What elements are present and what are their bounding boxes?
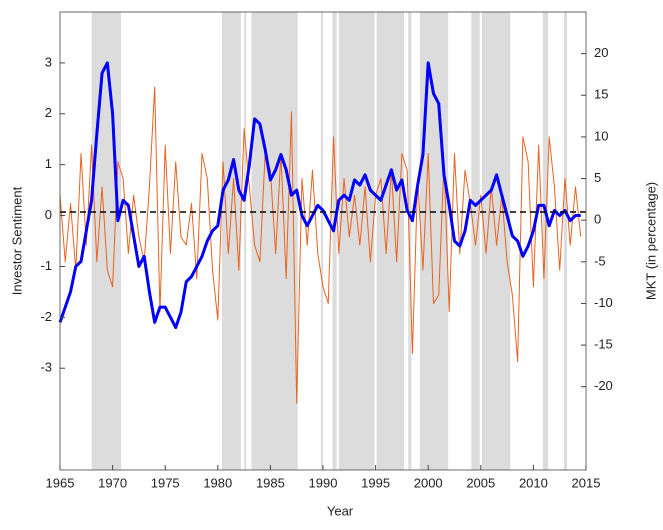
x-tick-label: 1990	[309, 475, 338, 490]
series-line	[59, 86, 582, 404]
shaded-period	[244, 12, 247, 470]
x-tick-label: 2000	[414, 475, 443, 490]
y2-tick-label: 5	[594, 170, 601, 185]
y2-tick-label: 0	[594, 212, 601, 227]
x-tick-label: 2015	[572, 475, 601, 490]
x-axis-label: Year	[327, 503, 354, 518]
shaded-period	[563, 12, 568, 470]
y2-tick-label: -15	[594, 337, 613, 352]
x-tick-label: 2010	[519, 475, 548, 490]
x-tick-label: 1980	[203, 475, 232, 490]
shaded-period	[91, 12, 122, 470]
x-tick-label: 2005	[466, 475, 495, 490]
x-tick-label: 1995	[361, 475, 390, 490]
shaded-period	[320, 12, 323, 470]
y-axis-label: Investor Sentiment	[9, 186, 24, 295]
y2-tick-label: -5	[594, 253, 606, 268]
y-tick-label: -1	[40, 258, 52, 273]
series-line	[58, 61, 581, 330]
y2-tick-label: -10	[594, 295, 613, 310]
y2-tick-label: 10	[594, 128, 608, 143]
y-tick-label: 2	[45, 105, 52, 120]
y-tick-label: -2	[40, 309, 52, 324]
shaded-period	[376, 12, 405, 470]
x-tick-label: 1965	[46, 475, 75, 490]
x-tick-label: 1970	[98, 475, 127, 490]
y2-tick-label: 20	[594, 45, 608, 60]
y2-tick-label: 15	[594, 87, 608, 102]
y2-tick-label: -20	[594, 378, 613, 393]
shaded-period	[408, 12, 412, 470]
x-tick-label: 1975	[151, 475, 180, 490]
y2-axis-label: MKT (in percentage)	[643, 182, 658, 300]
y-tick-label: 1	[45, 156, 52, 171]
y-tick-label: 0	[45, 207, 52, 222]
shaded-period	[222, 12, 241, 470]
y-tick-label: 3	[45, 54, 52, 69]
shaded-period	[332, 12, 337, 470]
x-tick-label: 1985	[256, 475, 285, 490]
y-tick-label: -3	[40, 360, 52, 375]
